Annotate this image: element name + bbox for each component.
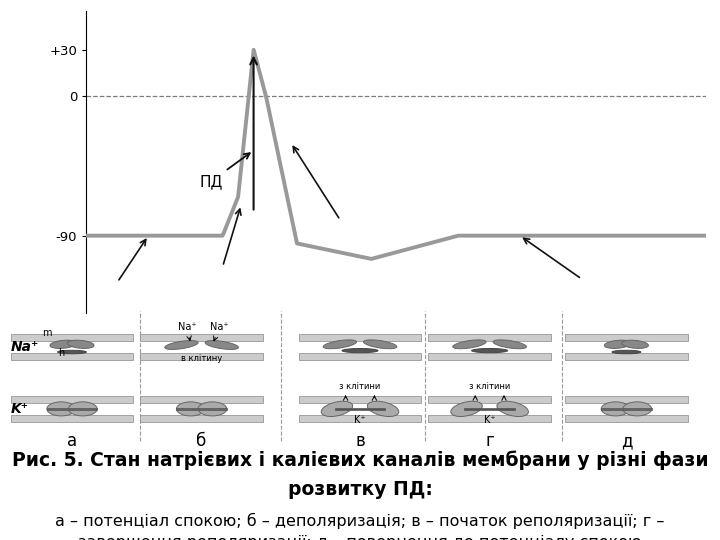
Bar (428, 415, 551, 422)
Bar (176, 408, 227, 410)
Text: Рис. 5. Стан натрієвих і калієвих каналів мембрани у різні фази: Рис. 5. Стан натрієвих і калієвих каналі… (12, 450, 708, 470)
Ellipse shape (493, 340, 526, 349)
Bar (299, 396, 421, 403)
Bar (140, 334, 263, 341)
Bar (47, 408, 97, 410)
Bar (565, 396, 688, 403)
Text: h: h (58, 348, 64, 357)
Text: K⁺: K⁺ (11, 402, 29, 416)
Ellipse shape (497, 401, 528, 416)
Bar (565, 415, 688, 422)
Text: ПД: ПД (199, 153, 250, 189)
Ellipse shape (472, 348, 508, 353)
Ellipse shape (451, 401, 482, 416)
Ellipse shape (601, 402, 630, 416)
Bar (299, 415, 421, 422)
Ellipse shape (321, 401, 353, 416)
Text: в: в (355, 432, 365, 450)
Text: m: m (42, 328, 52, 338)
Ellipse shape (68, 402, 97, 416)
Text: в клітину: в клітину (181, 354, 222, 363)
Bar (601, 408, 652, 410)
Text: K⁺: K⁺ (354, 415, 366, 425)
Ellipse shape (342, 348, 378, 353)
Bar (140, 396, 263, 403)
Ellipse shape (612, 350, 641, 354)
Text: з клітини: з клітини (339, 382, 381, 392)
Text: Na⁺: Na⁺ (210, 322, 229, 341)
Ellipse shape (621, 340, 649, 348)
Bar (140, 415, 263, 422)
Text: K⁺: K⁺ (484, 415, 495, 425)
Text: г: г (485, 432, 494, 450)
Bar (11, 334, 133, 341)
Text: а: а (67, 432, 77, 450)
Text: а – потенціал спокою; б – деполяризація; в – початок реполяризації; г –: а – потенціал спокою; б – деполяризація;… (55, 512, 665, 529)
Ellipse shape (364, 340, 397, 349)
Ellipse shape (453, 340, 486, 349)
Ellipse shape (50, 340, 77, 348)
Bar (565, 353, 688, 360)
Ellipse shape (323, 340, 356, 349)
Ellipse shape (47, 402, 76, 416)
Text: розвитку ПД:: розвитку ПД: (287, 481, 433, 500)
Text: д: д (621, 432, 632, 450)
Ellipse shape (205, 341, 238, 349)
Text: Na⁺: Na⁺ (11, 340, 39, 354)
Ellipse shape (367, 401, 399, 416)
Bar (11, 353, 133, 360)
Text: б: б (197, 432, 207, 450)
Bar (11, 396, 133, 403)
Ellipse shape (623, 402, 652, 416)
Bar (335, 408, 385, 410)
Text: з клітини: з клітини (469, 382, 510, 392)
Bar (299, 353, 421, 360)
Bar (565, 334, 688, 341)
Bar (428, 396, 551, 403)
Text: Na⁺: Na⁺ (178, 322, 197, 341)
Bar (464, 408, 515, 410)
Bar (140, 353, 263, 360)
Ellipse shape (604, 340, 631, 348)
Bar (11, 415, 133, 422)
Bar (428, 353, 551, 360)
Ellipse shape (67, 340, 94, 348)
Ellipse shape (176, 402, 205, 416)
Ellipse shape (165, 341, 198, 349)
Bar (428, 334, 551, 341)
Text: завершення реполяризації; д – повернення до потенціалу спокою: завершення реполяризації; д – повернення… (78, 536, 642, 540)
Bar (299, 334, 421, 341)
Ellipse shape (58, 350, 86, 354)
Ellipse shape (198, 402, 227, 416)
